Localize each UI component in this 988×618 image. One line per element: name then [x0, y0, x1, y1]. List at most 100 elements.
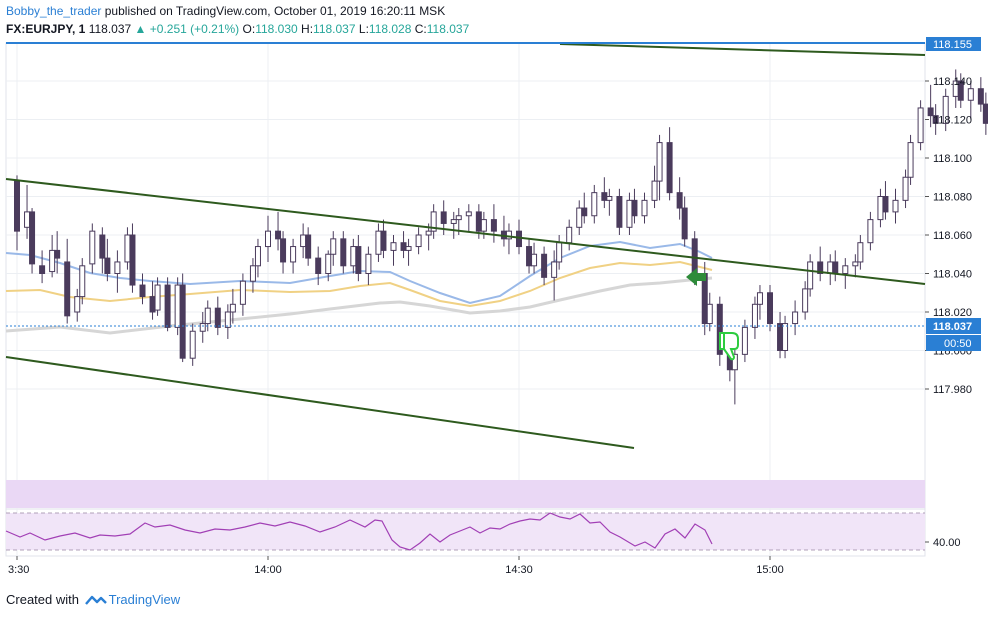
candle-body: [139, 284, 146, 298]
candle-body: [340, 238, 347, 267]
candle-body: [827, 261, 834, 275]
candle: [616, 188, 623, 235]
rsi-band: [6, 513, 925, 550]
thumbs-down-icon[interactable]: [719, 332, 739, 361]
candle-body: [390, 242, 397, 251]
candle-body: [330, 238, 337, 255]
candle-body: [154, 284, 161, 311]
high-label: H:: [301, 22, 314, 36]
candle: [977, 77, 984, 112]
high-value: 118.037: [313, 22, 356, 36]
author-link[interactable]: Bobby_the_trader: [6, 4, 102, 18]
candle-body: [942, 95, 949, 124]
tradingview-logo-icon: [84, 595, 107, 605]
candle: [967, 81, 974, 120]
candle: [415, 227, 422, 255]
main-pane[interactable]: [5, 42, 926, 510]
candle-body: [365, 253, 372, 274]
candle: [626, 192, 633, 235]
candle: [340, 231, 347, 274]
candle: [591, 184, 598, 224]
candle-body: [315, 257, 322, 275]
time-tick-label: 14:30: [505, 564, 533, 576]
candle-body: [275, 230, 282, 240]
candle: [531, 242, 538, 274]
price-axis[interactable]: 118.140 118.120 118.100 118.080 118.060 118.0…: [925, 76, 972, 396]
open-value: 118.030: [255, 22, 298, 36]
candle-body: [239, 280, 246, 305]
top-trendline[interactable]: [559, 43, 926, 56]
candle-body: [79, 265, 86, 298]
candle-body: [74, 296, 81, 313]
candle: [541, 246, 548, 286]
candle-body: [129, 234, 136, 286]
candle-body: [716, 303, 723, 355]
candle-body: [516, 230, 522, 248]
candle: [526, 238, 533, 274]
ma-mid-line: [5, 260, 713, 308]
countdown-label: 00:50: [944, 338, 972, 350]
candle: [982, 92, 988, 135]
candle: [641, 192, 648, 224]
candle-body: [792, 311, 799, 325]
candle-body: [626, 199, 633, 228]
green-left-arrow-icon[interactable]: [686, 268, 706, 286]
price-tick-label: 118.040: [933, 269, 972, 281]
candle: [932, 104, 939, 135]
candle: [124, 227, 131, 270]
candle-body: [375, 230, 382, 255]
candle: [129, 223, 136, 293]
candle: [29, 208, 36, 274]
upper-channel-trendline[interactable]: [5, 178, 926, 285]
publication-info: Bobby_the_trader published on TradingVie…: [6, 4, 445, 18]
candle: [777, 312, 784, 359]
candle-body: [982, 103, 988, 124]
lower-channel-trendline[interactable]: [5, 356, 635, 449]
candle: [566, 219, 573, 251]
candle-body: [89, 230, 96, 265]
time-tick-label: 14:00: [254, 564, 282, 576]
candle-body: [526, 246, 533, 267]
candle-body: [691, 238, 698, 275]
candle-body: [676, 192, 683, 209]
candle-body: [857, 242, 864, 263]
candle: [802, 281, 809, 320]
candle-body: [249, 265, 256, 282]
candle: [214, 296, 221, 336]
candle: [576, 200, 583, 235]
candle: [807, 254, 814, 297]
candle: [551, 250, 558, 301]
symbol-label[interactable]: FX:EURJPY, 1: [6, 22, 86, 36]
candle-body: [280, 238, 287, 263]
top-price-label-bg: [926, 37, 981, 51]
candle-body: [480, 219, 487, 232]
rsi-line: [5, 512, 713, 551]
candle: [877, 188, 884, 228]
candle: [49, 235, 56, 278]
candle: [756, 285, 763, 320]
candle: [199, 312, 206, 343]
candle-body: [892, 199, 899, 213]
candle: [179, 273, 186, 363]
candle: [556, 235, 563, 270]
candle-body: [475, 211, 482, 232]
candle: [927, 84, 934, 128]
candle: [325, 250, 332, 282]
candle-body: [782, 323, 789, 351]
tradingview-brand-link[interactable]: TradingView: [108, 592, 181, 607]
candle: [731, 342, 738, 405]
candle-body: [189, 330, 196, 359]
candle: [164, 277, 171, 332]
candle-body: [581, 207, 588, 217]
candle-body: [606, 196, 613, 201]
candle-body: [756, 292, 763, 305]
candle-body: [204, 307, 211, 325]
candle-body: [440, 211, 447, 224]
candle-body: [601, 192, 608, 201]
candle-body: [767, 292, 773, 325]
candle-body: [350, 246, 357, 267]
candle: [942, 88, 949, 132]
candle: [827, 254, 834, 286]
